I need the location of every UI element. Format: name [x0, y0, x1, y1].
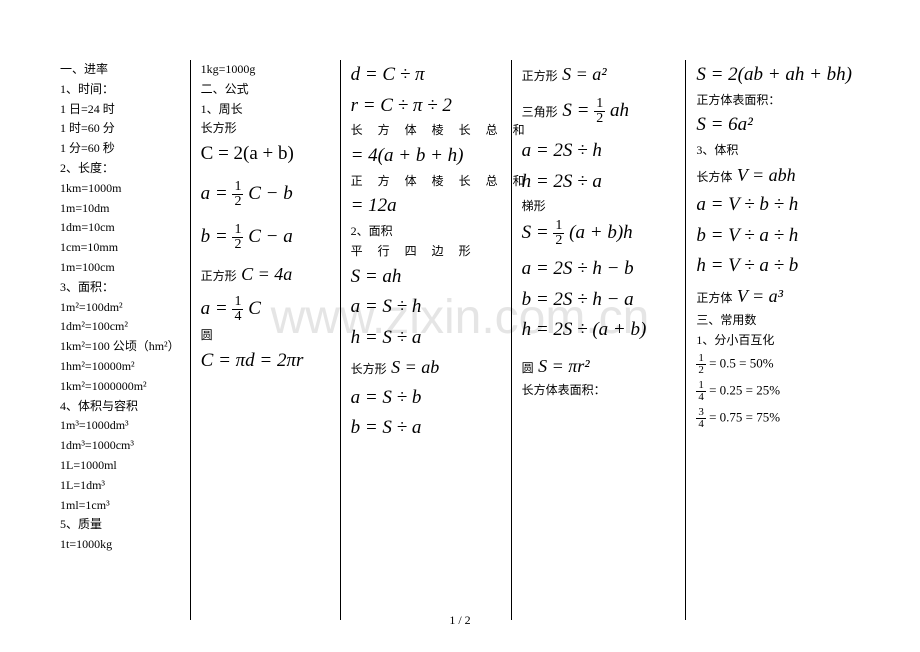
formula-rect-b: b = 12 C − a: [201, 223, 330, 252]
column-2: 1kg=1000g 二、公式 1、周长 长方形 C = 2(a + b) a =…: [191, 60, 341, 620]
trapezoid-label: 梯形: [522, 197, 676, 217]
area-m2: 1m²=100dm²: [60, 298, 180, 318]
formula-sq-a: a = 14 C: [201, 295, 330, 324]
formula-v-h: h = V ÷ a ÷ b: [696, 253, 860, 280]
formula-rect-a: a = 12 C − b: [201, 180, 330, 209]
conv-quarter: 14 = 0.25 = 25%: [696, 380, 860, 403]
square-label: 正方形 C = 4a: [201, 262, 330, 287]
rectangle-label: 长方形: [201, 119, 330, 139]
formula-para-h: h = S ÷ a: [351, 325, 501, 352]
length-heading: 2、长度：: [60, 159, 180, 179]
cuboid-surface-label: 长方体表面积：: [522, 381, 676, 401]
area-hm2: 1hm²=10000m²: [60, 357, 180, 377]
time-min: 1 分=60 秒: [60, 139, 180, 159]
conv-half: 12 = 0.5 = 50%: [696, 353, 860, 376]
heading-common: 三、常用数: [696, 311, 860, 331]
formula-r: r = C ÷ π ÷ 2: [351, 93, 501, 120]
formula-cube-edge: = 12a: [351, 193, 501, 220]
vol-ml: 1ml=1cm³: [60, 496, 180, 516]
formula-para-s: S = ah: [351, 264, 501, 291]
triangle-area: 三角形 S = 12 ah: [522, 97, 676, 126]
cuboid-edge-label: 长 方 体 棱 长 总 和: [351, 121, 501, 141]
formula-v-b: b = V ÷ a ÷ h: [696, 223, 860, 250]
area-heading: 3、面积：: [60, 278, 180, 298]
volume-heading: 4、体积与容积: [60, 397, 180, 417]
length-m2: 1m=100cm: [60, 258, 180, 278]
page: 一、进率 1、时间： 1 日=24 时 1 时=60 分 1 分=60 秒 2、…: [0, 0, 920, 620]
heading-rate: 一、进率: [60, 60, 180, 80]
vol-l: 1L=1000ml: [60, 456, 180, 476]
mass-heading: 5、质量: [60, 515, 180, 535]
circle-area: 圆 S = πr²: [522, 354, 676, 379]
formula-trap-s: S = 12 (a + b)h: [522, 219, 676, 248]
formula-trap-h: h = 2S ÷ (a + b): [522, 317, 676, 344]
formula-circle-c: C = πd = 2πr: [201, 348, 330, 375]
formula-d: d = C ÷ π: [351, 62, 501, 89]
formula-tri-a: a = 2S ÷ h: [522, 138, 676, 165]
vol-dm3: 1dm³=1000cm³: [60, 436, 180, 456]
cube-surface-label: 正方体表面积：: [696, 91, 860, 111]
heading-formula: 二、公式: [201, 80, 330, 100]
cuboid-vol: 长方体 V = abh: [696, 163, 860, 188]
perimeter-heading: 1、周长: [201, 100, 330, 120]
time-hour: 1 时=60 分: [60, 119, 180, 139]
formula-cube-s: S = 6a²: [696, 112, 860, 139]
volume-heading-2: 3、体积: [696, 141, 860, 161]
formula-rect-sa: a = S ÷ b: [351, 385, 501, 412]
cube-edge-label: 正 方 体 棱 长 总 和: [351, 172, 501, 192]
length-km: 1km=1000m: [60, 179, 180, 199]
time-day: 1 日=24 时: [60, 100, 180, 120]
rect-area-label: 长方形 S = ab: [351, 355, 501, 380]
vol-m3: 1m³=1000dm³: [60, 416, 180, 436]
length-cm: 1cm=10mm: [60, 238, 180, 258]
conv-threequarter: 34 = 0.75 = 75%: [696, 407, 860, 430]
column-1: 一、进率 1、时间： 1 日=24 时 1 时=60 分 1 分=60 秒 2、…: [60, 60, 191, 620]
formula-trap-a: a = 2S ÷ h − b: [522, 256, 676, 283]
column-3: d = C ÷ π r = C ÷ π ÷ 2 长 方 体 棱 长 总 和 = …: [341, 60, 512, 620]
length-dm: 1dm=10cm: [60, 218, 180, 238]
vol-ldm: 1L=1dm³: [60, 476, 180, 496]
area-dm2: 1dm²=100cm²: [60, 317, 180, 337]
formula-para-a: a = S ÷ h: [351, 294, 501, 321]
cube-vol: 正方体 V = a³: [696, 284, 860, 309]
column-5: S = 2(ab + ah + bh) 正方体表面积： S = 6a² 3、体积…: [686, 60, 860, 620]
area-km2b: 1km²=1000000m²: [60, 377, 180, 397]
length-m: 1m=10dm: [60, 199, 180, 219]
column-4: 正方形 S = a² 三角形 S = 12 ah a = 2S ÷ h h = …: [512, 60, 687, 620]
formula-cuboid-edge: = 4(a + b + h): [351, 143, 501, 170]
formula-trap-b: b = 2S ÷ h − a: [522, 287, 676, 314]
mass-t: 1t=1000kg: [60, 535, 180, 555]
formula-cuboid-s: S = 2(ab + ah + bh): [696, 62, 860, 89]
square-area: 正方形 S = a²: [522, 62, 676, 87]
formula-rect-c: C = 2(a + b): [201, 141, 330, 168]
mass-kg: 1kg=1000g: [201, 60, 330, 80]
circle-label: 圆: [201, 326, 330, 346]
area-heading-2: 2、面积: [351, 222, 501, 242]
formula-v-a: a = V ÷ b ÷ h: [696, 192, 860, 219]
time-heading: 1、时间：: [60, 80, 180, 100]
fraction-heading: 1、分小百互化: [696, 331, 860, 351]
area-km2: 1km²=100 公顷（hm²）: [60, 337, 180, 357]
formula-tri-h: h = 2S ÷ a: [522, 169, 676, 196]
formula-rect-sb: b = S ÷ a: [351, 415, 501, 442]
parallelogram-label: 平 行 四 边 形: [351, 242, 501, 262]
